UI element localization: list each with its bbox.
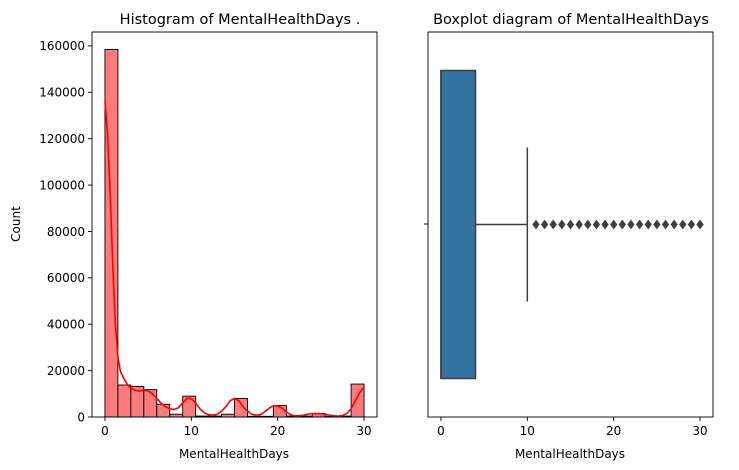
histogram-y-ticks: 0 20000 40000 60000 80000 100000 120000 140000 1…: [39, 39, 92, 424]
y-tick-label: 80000: [47, 225, 85, 239]
histogram-panel: Histogram of MentalHealthDays . 0 10 20 30 …: [9, 12, 378, 461]
boxplot-outliers: [532, 219, 704, 230]
x-tick-label: 30: [356, 424, 371, 438]
boxplot-outlier: [618, 219, 626, 230]
y-tick-label: 140000: [39, 86, 85, 100]
y-tick-label: 0: [77, 410, 85, 424]
boxplot-box: [440, 69, 477, 380]
boxplot-outlier: [575, 219, 583, 230]
histogram-bar: [156, 403, 171, 418]
boxplot-outlier: [687, 219, 696, 230]
histogram-x-ticks: 0 10 20 30: [101, 417, 372, 438]
boxplot-x-ticks: 0 10 20 30: [437, 417, 708, 438]
histogram-frame: [91, 31, 378, 418]
histogram-y-label: Count: [9, 206, 23, 242]
boxplot-outlier: [644, 219, 652, 230]
boxplot-outlier: [558, 219, 566, 230]
y-tick-label: 100000: [39, 178, 85, 192]
x-tick-label: 0: [101, 424, 109, 438]
x-tick-label: 30: [692, 424, 707, 438]
kde-curve: [104, 101, 365, 417]
boxplot-outlier: [670, 219, 678, 230]
boxplot-outlier: [661, 219, 670, 230]
histogram-bar: [117, 384, 132, 418]
boxplot-outlier: [635, 219, 644, 230]
y-tick-label: 20000: [47, 364, 85, 378]
x-tick-label: 20: [270, 424, 285, 438]
boxplot-outlier: [679, 219, 687, 230]
boxplot-outlier: [696, 219, 704, 230]
boxplot-x-label: MentalHealthDays: [515, 447, 625, 461]
boxplot-outlier: [532, 219, 540, 230]
boxplot-outlier: [549, 219, 557, 230]
histogram-bars: [104, 48, 365, 418]
histogram-bar: [182, 395, 197, 418]
histogram-bar: [143, 389, 158, 418]
boxplot-outlier: [653, 219, 661, 230]
boxplot-outlier: [540, 219, 549, 230]
histogram-title: Histogram of MentalHealthDays .: [120, 12, 361, 28]
y-tick-label: 120000: [39, 132, 85, 146]
y-tick-label: 40000: [47, 318, 85, 332]
boxplot-title: Boxplot diagram of MentalHealthDays: [433, 12, 709, 28]
y-tick-label: 160000: [39, 39, 85, 53]
boxplot-box-group: [440, 69, 529, 380]
x-tick-label: 0: [437, 424, 445, 438]
boxplot-outlier: [601, 219, 609, 230]
boxplot-outlier: [592, 219, 601, 230]
boxplot-outlier: [627, 219, 635, 230]
boxplot-outlier: [566, 219, 575, 230]
histogram-x-label: MentalHealthDays: [179, 447, 289, 461]
y-tick-label: 60000: [47, 271, 85, 285]
x-tick-label: 10: [184, 424, 199, 438]
histogram-bar: [234, 397, 248, 418]
boxplot-outlier: [584, 219, 592, 230]
boxplot-frame: [427, 31, 714, 418]
x-tick-label: 10: [520, 424, 535, 438]
boxplot-outlier: [610, 219, 618, 230]
x-tick-label: 20: [606, 424, 621, 438]
boxplot-panel: Boxplot diagram of MentalHealthDays 0 10 2…: [424, 12, 714, 461]
